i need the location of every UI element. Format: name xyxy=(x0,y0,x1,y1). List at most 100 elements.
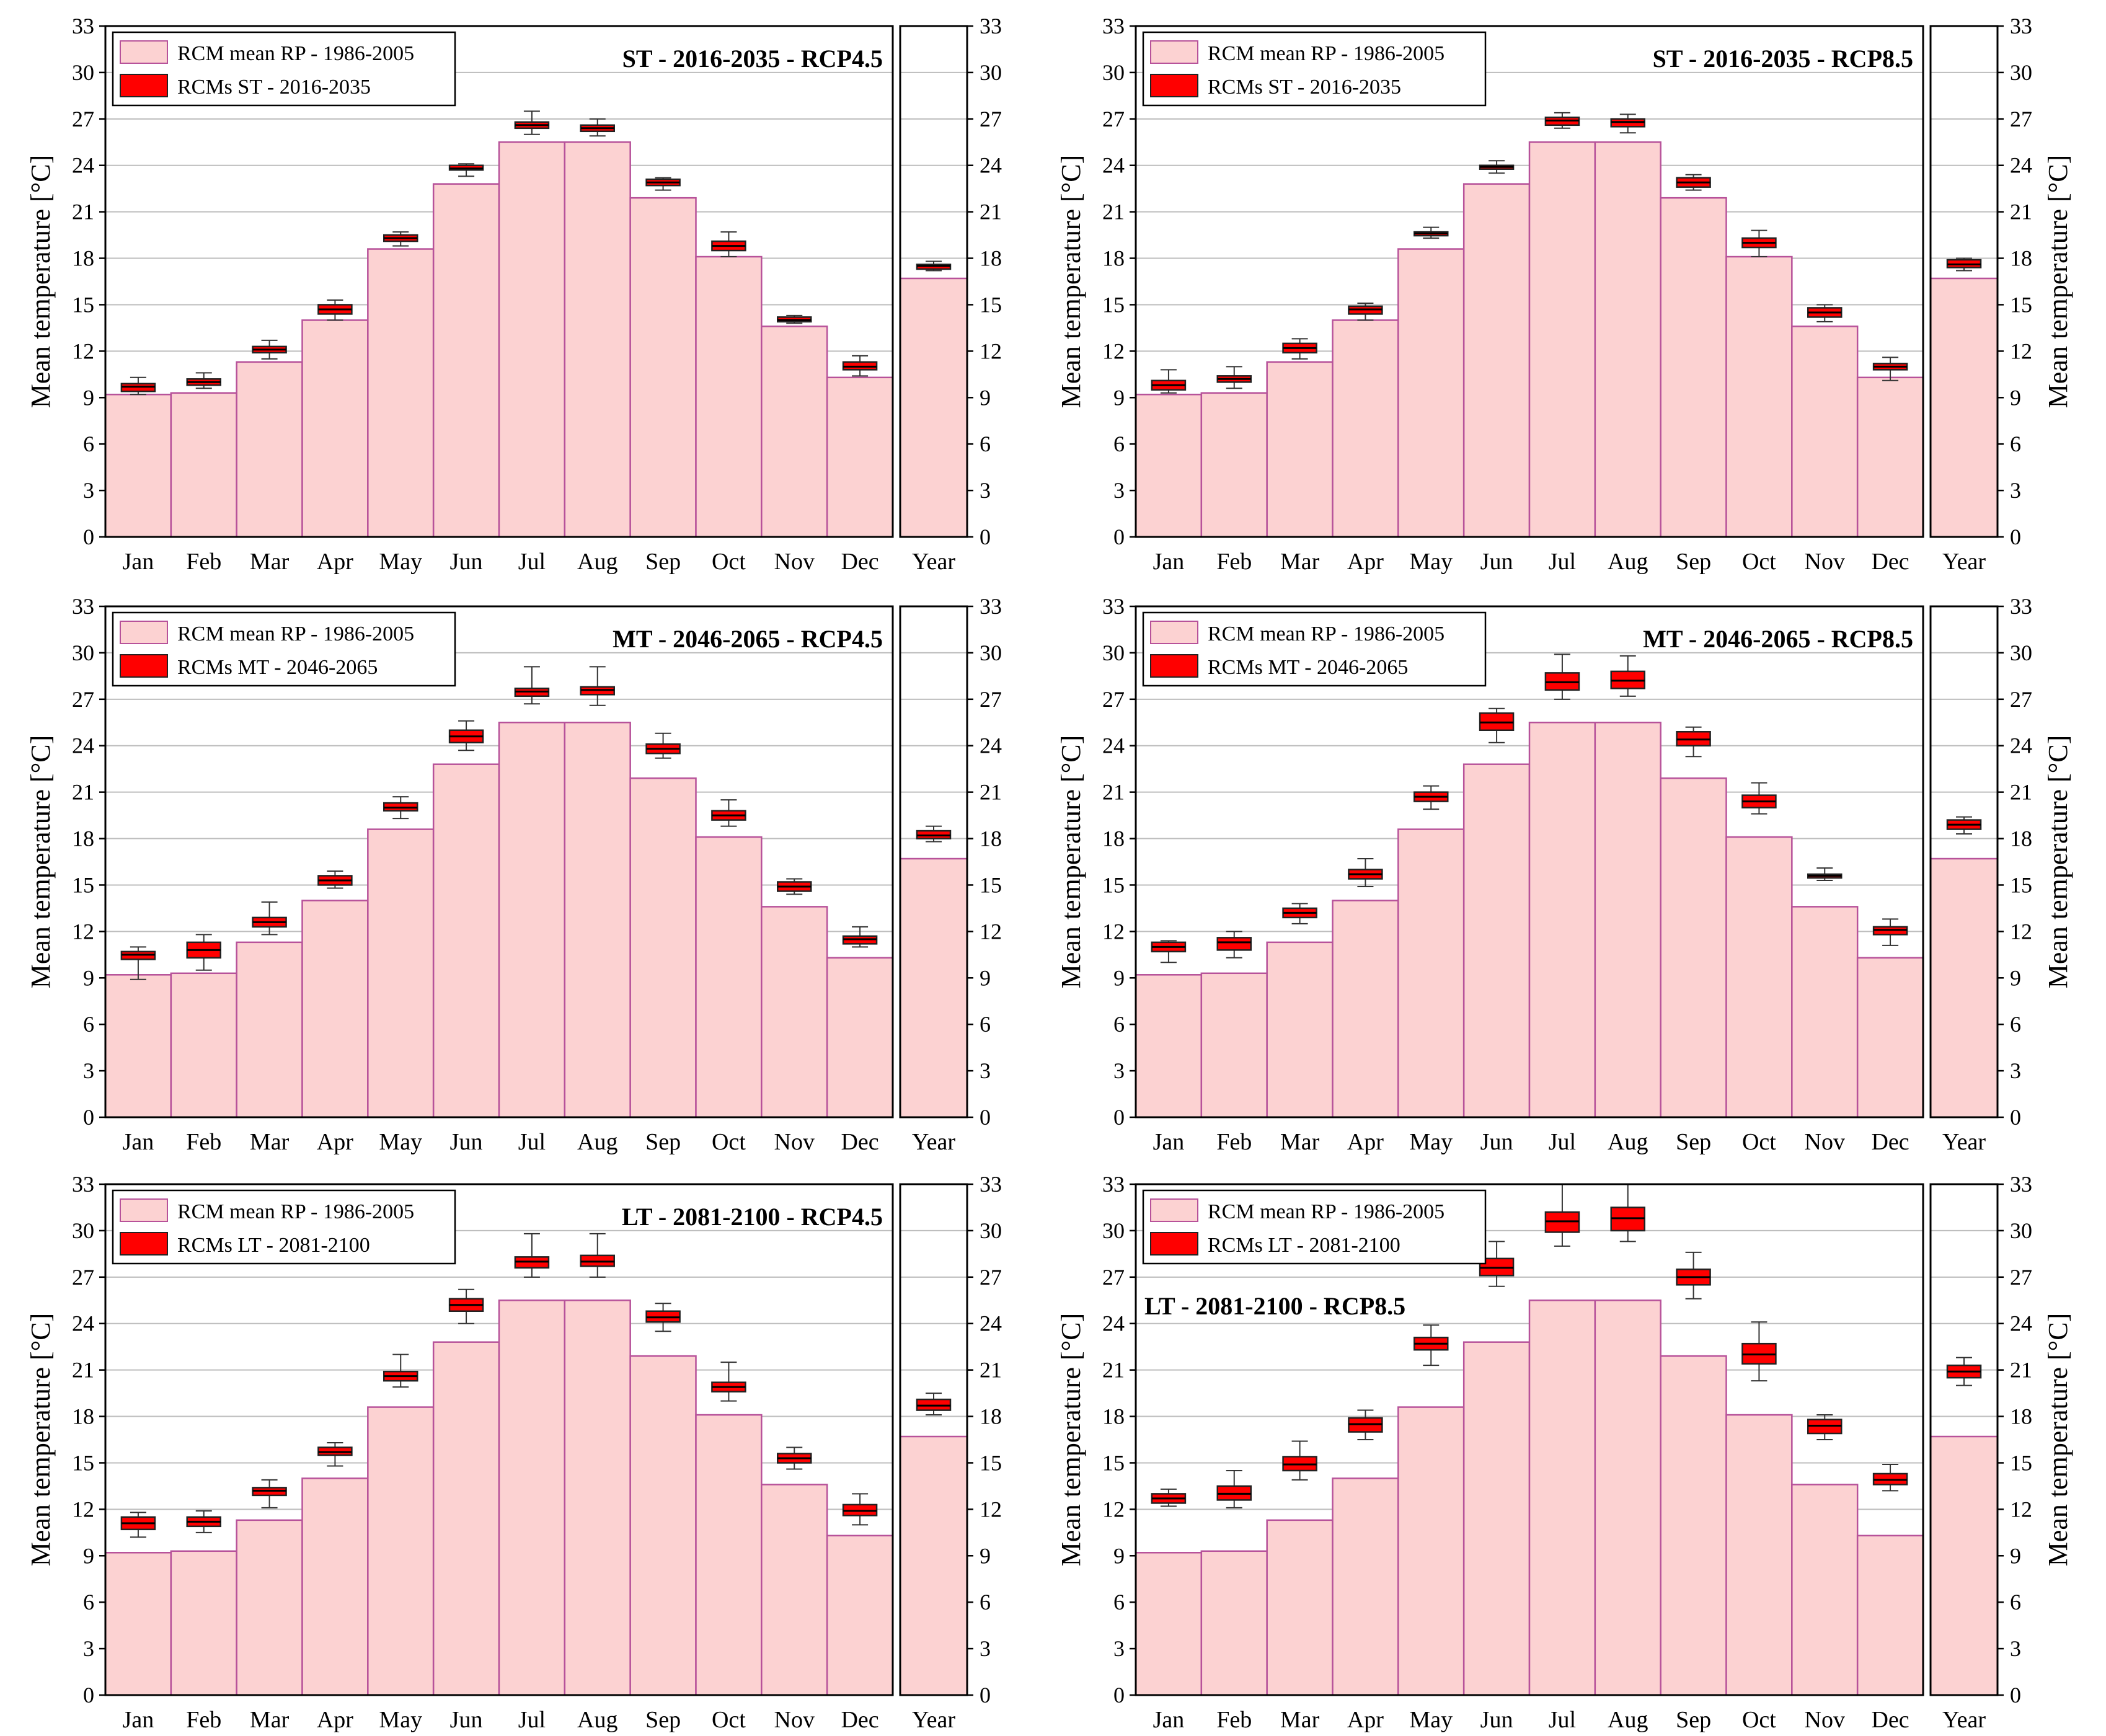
ytick-label-right: 6 xyxy=(980,432,991,456)
baseline-bar-feb xyxy=(1200,1550,1268,1696)
boxplot-mar xyxy=(1282,1440,1317,1481)
ytick-label-right: 9 xyxy=(2010,1543,2021,1568)
plot-frame-monthly xyxy=(1135,25,1924,538)
xtick-label-dec: Dec xyxy=(1871,1707,1909,1733)
xtick-label-jul: Jul xyxy=(518,1129,546,1155)
xtick-label-sep: Sep xyxy=(645,1707,681,1733)
ytick-label-left: 3 xyxy=(1113,1636,1125,1661)
xtick-label-nov: Nov xyxy=(1805,1129,1845,1155)
xtick-label-aug: Aug xyxy=(1608,1707,1648,1733)
xtick-label-may: May xyxy=(1409,549,1453,575)
boxplot-apr xyxy=(1348,858,1383,887)
ytick-label-left: 3 xyxy=(1113,1058,1125,1083)
baseline-bar-jun xyxy=(1462,1341,1531,1696)
xtick-label-aug: Aug xyxy=(1608,1129,1648,1155)
legend-swatch-baseline xyxy=(1150,621,1198,644)
xtick-label-aug: Aug xyxy=(1608,549,1648,575)
ytick-label-left: 15 xyxy=(1102,1450,1125,1475)
ytick-label-left: 3 xyxy=(83,478,94,503)
ytick-label-left: 6 xyxy=(1113,432,1125,456)
baseline-bar-oct xyxy=(695,836,763,1118)
ytick-label-left: 21 xyxy=(72,1358,94,1383)
boxplot-aug xyxy=(1610,113,1645,134)
ytick-label-left: 24 xyxy=(72,1311,94,1336)
legend-label-baseline: RCM mean RP - 1986-2005 xyxy=(177,622,414,645)
baseline-bar-oct xyxy=(1725,255,1793,538)
ytick-label-right: 27 xyxy=(980,107,1002,131)
ytick-label-left: 24 xyxy=(1102,733,1125,758)
boxplot-jul xyxy=(1544,653,1580,700)
ytick-label-left: 30 xyxy=(1102,60,1125,85)
xtick-label-jan: Jan xyxy=(1153,1707,1185,1733)
ytick-label-left: 0 xyxy=(83,525,94,549)
ytick-label-right: 30 xyxy=(980,1218,1002,1243)
xtick-label-year: Year xyxy=(1942,549,1986,575)
ytick-label-left: 15 xyxy=(72,872,94,897)
xtick-label-oct: Oct xyxy=(712,1129,746,1155)
ytick-label-left: 9 xyxy=(83,385,94,410)
ytick-label-left: 30 xyxy=(72,640,94,665)
xtick-label-apr: Apr xyxy=(1347,549,1384,575)
legend-swatch-rcms xyxy=(120,654,168,678)
baseline-bar-nov xyxy=(761,326,828,538)
xtick-label-oct: Oct xyxy=(712,549,746,575)
boxplot-oct xyxy=(1741,782,1777,815)
boxplot-jan xyxy=(120,376,156,396)
ytick-label-left: 9 xyxy=(83,965,94,990)
baseline-bar-nov xyxy=(1791,326,1859,538)
xtick-label-jan: Jan xyxy=(1153,549,1185,575)
boxplot-oct xyxy=(711,799,746,827)
baseline-bar-may xyxy=(1397,248,1465,538)
xtick-label-apr: Apr xyxy=(317,1707,353,1733)
ytick-label-right: 3 xyxy=(980,1636,991,1661)
boxplot-feb xyxy=(1216,366,1252,389)
xtick-label-year: Year xyxy=(912,549,955,575)
yaxis-title-right: Mean temperature [°C] xyxy=(2043,735,2073,989)
baseline-bar-may xyxy=(367,828,435,1118)
boxplot-nov xyxy=(777,314,812,324)
legend-frame xyxy=(112,1189,456,1265)
ytick-label-left: 12 xyxy=(1102,339,1125,363)
baseline-bar-feb xyxy=(170,1550,237,1696)
boxplot-aug xyxy=(580,666,615,706)
baseline-bar-jul xyxy=(498,141,566,538)
boxplot-year xyxy=(916,825,952,843)
baseline-bar-nov xyxy=(761,1484,828,1696)
ytick-label-right: 33 xyxy=(980,594,1002,619)
xtick-label-mar: Mar xyxy=(1280,1707,1320,1733)
legend-label-rcms: RCMs MT - 2046-2065 xyxy=(177,656,378,679)
boxplot-feb xyxy=(1216,1469,1252,1508)
baseline-bar-aug xyxy=(564,722,631,1118)
legend-swatch-baseline xyxy=(1150,40,1198,64)
ytick-label-left: 6 xyxy=(1113,1012,1125,1037)
ytick-label-left: 12 xyxy=(72,919,94,944)
xtick-label-aug: Aug xyxy=(577,1129,617,1155)
ytick-label-left: 12 xyxy=(1102,1497,1125,1521)
chart-title: MT - 2046-2065 - RCP4.5 xyxy=(613,625,883,653)
ytick-label-left: 33 xyxy=(72,594,94,619)
xtick-label-mar: Mar xyxy=(1280,1129,1320,1155)
ytick-label-left: 27 xyxy=(72,1265,94,1290)
legend-label-rcms: RCMs LT - 2081-2100 xyxy=(177,1234,370,1257)
boxplot-mar xyxy=(1282,903,1317,924)
ytick-label-left: 9 xyxy=(83,1543,94,1568)
ytick-label-right: 27 xyxy=(980,1265,1002,1290)
xtick-label-feb: Feb xyxy=(1216,549,1252,575)
xtick-label-feb: Feb xyxy=(186,1129,221,1155)
baseline-bar-dec xyxy=(1856,957,1924,1118)
plot-frame-year xyxy=(1929,25,1999,538)
baseline-bar-nov xyxy=(1791,906,1859,1118)
legend-label-rcms: RCMs ST - 2016-2035 xyxy=(1208,76,1401,99)
ytick-label-right: 24 xyxy=(2010,1311,2032,1336)
ytick-label-right: 21 xyxy=(2010,780,2032,805)
boxplot-mar xyxy=(252,339,287,360)
xtick-label-oct: Oct xyxy=(1742,549,1776,575)
ytick-label-left: 21 xyxy=(72,200,94,224)
yaxis-title-left: Mean temperature [°C] xyxy=(25,1313,56,1567)
legend-swatch-rcms xyxy=(1150,1232,1198,1256)
boxplot-may xyxy=(383,1353,418,1388)
xtick-label-may: May xyxy=(1409,1129,1453,1155)
ytick-label-right: 30 xyxy=(980,640,1002,665)
xtick-label-may: May xyxy=(379,549,422,575)
